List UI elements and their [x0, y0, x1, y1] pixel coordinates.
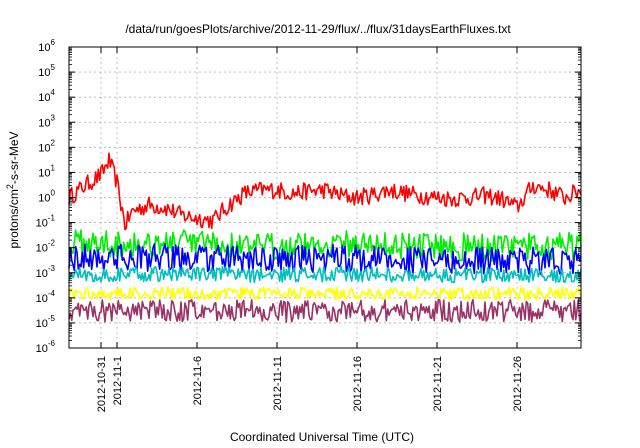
x-tick-label: 2012-11-21	[432, 356, 444, 411]
series-layer	[68, 152, 582, 323]
series-line-3	[68, 265, 582, 284]
x-tick-label: 2012-11-6	[192, 356, 204, 405]
tick-layer	[69, 46, 581, 349]
y-tick-label: 10-5	[36, 314, 56, 330]
y-tick-label: 10-6	[36, 339, 56, 355]
series-line-4	[68, 286, 582, 301]
x-tick-label: 2012-10-31	[96, 356, 108, 412]
x-axis-label: Coordinated Universal Time (UTC)	[230, 430, 414, 444]
y-tick-label: 10-3	[36, 264, 56, 280]
y-tick-label: 101	[38, 163, 55, 179]
x-tick-label: 2012-11-16	[352, 356, 364, 411]
series-line-5	[68, 298, 582, 323]
x-tick-label: 2012-11-1	[112, 356, 124, 405]
x-tick-label: 2012-11-26	[512, 356, 524, 411]
x-tick-labels: 2012-10-31 2012-11-1 2012-11-6 2012-11-11 20…	[96, 356, 524, 412]
chart-title: /data/run/goesPlots/archive/2012-11-29/f…	[125, 22, 511, 36]
y-tick-label: 100	[38, 189, 55, 205]
y-tick-label: 105	[38, 63, 55, 79]
y-tick-label: 10-1	[36, 214, 56, 230]
x-tick-label: 2012-11-11	[272, 356, 284, 411]
y-tick-label: 104	[38, 88, 55, 104]
y-tick-label: 106	[38, 38, 55, 54]
series-line-0	[68, 152, 582, 231]
y-tick-label: 10-4	[36, 289, 56, 305]
y-tick-labels: 10-6 10-5 10-4 10-3 10-2 10-1 100 101 102 103 104 1…	[36, 38, 56, 355]
y-axis-label: protons/cm2-s-sr-MeV	[5, 131, 21, 248]
y-tick-label: 102	[38, 138, 55, 154]
y-tick-label: 103	[38, 113, 55, 129]
y-tick-label: 10-2	[36, 239, 56, 255]
